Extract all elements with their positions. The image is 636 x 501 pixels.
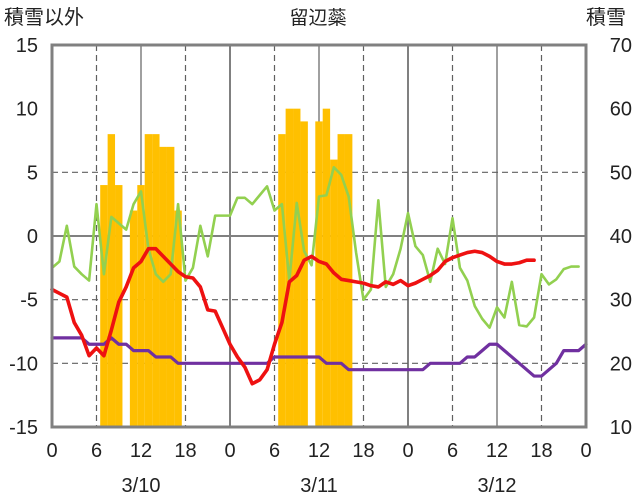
x-tick-label: 0: [224, 440, 235, 462]
right-tick-label: 20: [610, 353, 632, 375]
left-tick-label: -5: [20, 290, 38, 312]
temperature-line: [50, 246, 536, 386]
chart-title: 留辺蘂: [289, 7, 346, 29]
x-tick-label: 6: [447, 440, 458, 462]
plot-frame: [50, 43, 588, 429]
snow-depth-bar: [278, 134, 286, 427]
snow-depth-bar: [129, 210, 138, 427]
x-tick-label: 12: [486, 440, 508, 462]
snow-depth-bar: [174, 210, 182, 427]
x-tick-label: 0: [402, 440, 413, 462]
right-tick-label: 40: [610, 226, 632, 248]
right-tick-label: 60: [610, 99, 632, 121]
snow-depth-bar: [107, 134, 116, 427]
snow-depth-bar: [293, 108, 301, 428]
date-label: 3/11: [300, 475, 337, 497]
snow-depth-bar: [330, 159, 338, 427]
green-series-line: [50, 165, 580, 329]
right-axis-label: 積雪: [586, 6, 626, 29]
right-tick-label: 50: [610, 162, 632, 184]
snow-depth-bars: [100, 108, 353, 428]
left-tick-label: -10: [9, 353, 38, 375]
x-tick-label: 12: [308, 440, 330, 462]
x-tick-label: 0: [580, 440, 591, 462]
left-axis-label: 積雪以外: [4, 6, 84, 29]
snow-depth-bar: [315, 121, 323, 428]
x-tick-label: 18: [352, 440, 374, 462]
purple-series-line: [50, 336, 588, 378]
right-tick-label: 70: [610, 35, 632, 57]
x-tick-label: 12: [130, 440, 152, 462]
x-tick-label: 0: [46, 440, 57, 462]
x-tick-label: 6: [269, 440, 280, 462]
left-tick-label: 5: [27, 162, 38, 184]
left-tick-label: -15: [9, 417, 38, 439]
snow-depth-bar: [159, 146, 167, 427]
snow-depth-bar: [152, 134, 160, 427]
date-label: 3/12: [478, 475, 517, 497]
snow-depth-bar: [100, 185, 108, 427]
x-tick-label: 6: [91, 440, 102, 462]
date-label: 3/10: [122, 475, 161, 497]
snow-depth-bar: [137, 185, 145, 427]
x-tick-label: 18: [530, 440, 552, 462]
snow-depth-bar: [322, 108, 331, 428]
left-tick-label: 10: [16, 99, 38, 121]
left-tick-label: 15: [16, 35, 38, 57]
right-tick-label: 30: [610, 290, 632, 312]
x-tick-label: 18: [174, 440, 196, 462]
right-tick-label: 10: [610, 417, 632, 439]
left-tick-label: 0: [27, 226, 38, 248]
snow-depth-bar: [300, 121, 308, 428]
snow-depth-bar: [144, 134, 153, 427]
snow-depth-bar: [166, 146, 175, 427]
series-lines: [50, 165, 588, 386]
